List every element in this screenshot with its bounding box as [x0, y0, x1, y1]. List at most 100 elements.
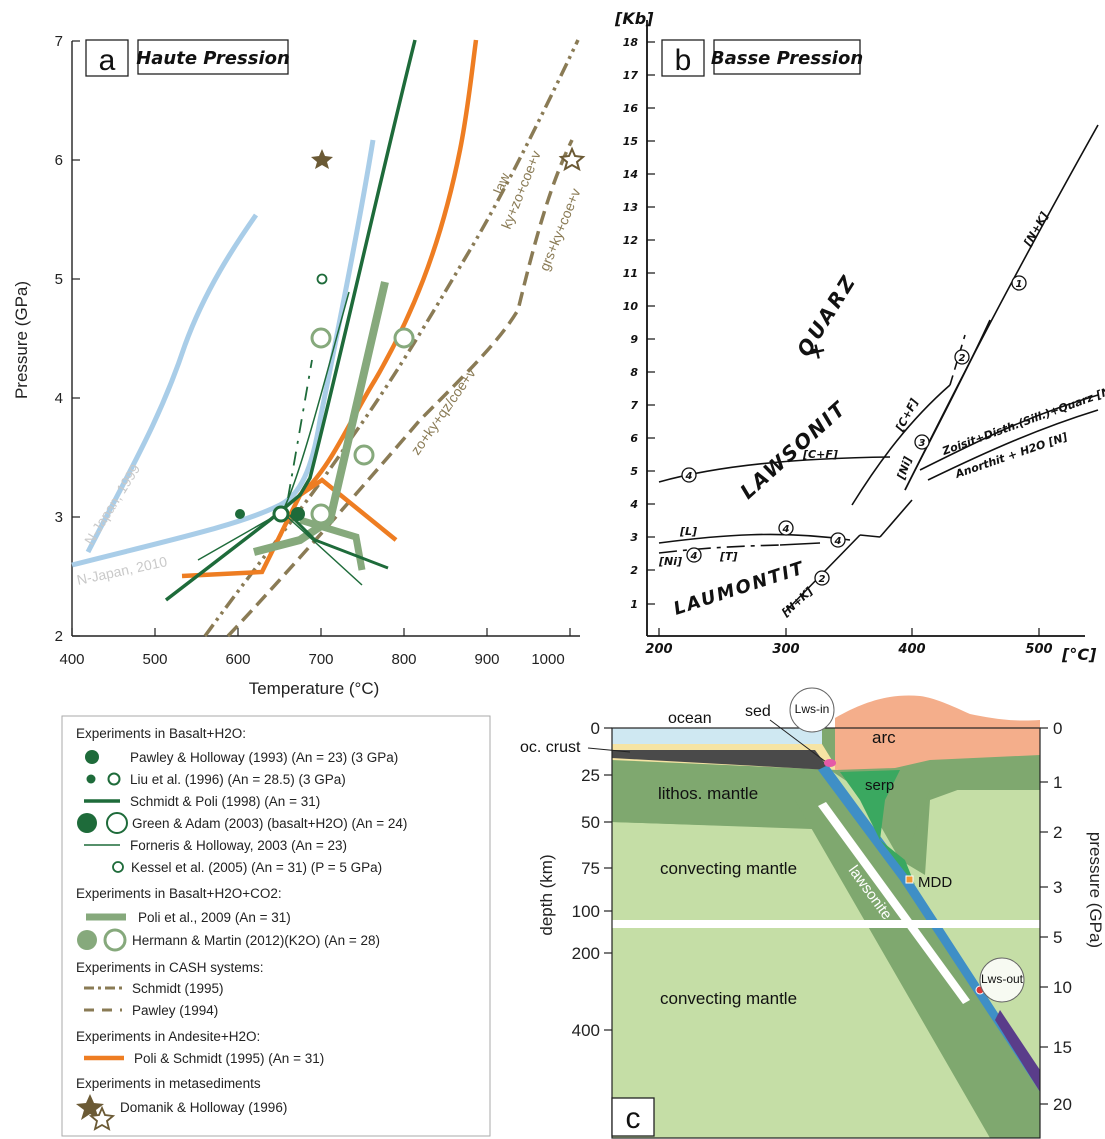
lws-in-marker — [824, 759, 836, 767]
pressure-tick: 10 — [1053, 978, 1072, 997]
legend-symbol — [112, 861, 124, 873]
b-ytick: 5 — [630, 465, 638, 478]
schmidt-poli-1998-curve — [164, 39, 417, 602]
b-x-unit: [°C] — [1061, 645, 1097, 664]
b-ytick: 3 — [630, 531, 638, 544]
liu-1996-open-point — [272, 505, 290, 523]
lawsonite-bar — [818, 802, 970, 1004]
legend-section-title: Experiments in CASH systems: — [76, 960, 264, 975]
c-label-ocean: ocean — [668, 710, 712, 727]
legend-section-title: Experiments in Andesite+H2O: — [76, 1029, 260, 1044]
poli-2009-curve — [252, 281, 389, 556]
legend: Experiments in Basalt+H2O: Pawley & Holl… — [61, 715, 491, 1137]
b-panel-letter: b — [675, 44, 692, 77]
b-ytick: 9 — [630, 333, 638, 346]
legend-item: Schmidt (1995) — [132, 981, 224, 996]
b-ytick: 18 — [623, 36, 639, 49]
a-y-axis-label: Pressure (GPa) — [12, 281, 31, 399]
forneris-holloway-2003-branch — [281, 511, 363, 586]
b-panel-title: Basse Pression — [711, 48, 863, 69]
a-panel-letter: a — [99, 44, 116, 77]
zo-ky-qz-coe-v-label: zo+ky+qz/coe+v — [407, 365, 478, 457]
b-xtick: 300 — [772, 642, 799, 657]
sed-leader-line — [769, 719, 831, 766]
legend-symbol — [77, 930, 97, 950]
serpentinite-channel — [880, 840, 915, 885]
panel-b: [Kb] [°C] 1 2 3 4 5 6 7 8 9 10 11 12 13 … — [614, 9, 1105, 664]
panel-a: 2 3 4 5 6 7 400 500 600 700 800 900 1000… — [12, 33, 586, 698]
b-letter-box — [661, 39, 705, 77]
lws-out-callout — [979, 957, 1025, 1003]
b-ytick: 10 — [623, 300, 639, 313]
b-circle-number: 4 — [834, 536, 842, 547]
reaction-line-ni-t — [658, 544, 781, 554]
legend-symbol — [88, 1105, 116, 1131]
b-circle-marker — [814, 570, 830, 586]
b-ytick: 13 — [623, 201, 639, 214]
reaction-line-ni-t-end — [779, 542, 821, 546]
a-xtick: 400 — [59, 651, 84, 668]
c-label-lws-in: Lws-in — [795, 702, 830, 716]
b-reaction-label: [N+K] — [779, 585, 816, 620]
a-xtick: 600 — [225, 651, 250, 668]
b-reaction-label: [N+K] — [1021, 210, 1051, 249]
legend-item: Hermann & Martin (2012)(K2O) (An = 28) — [132, 933, 380, 948]
hermann-martin-point — [310, 503, 332, 525]
reaction-line-nk-upper — [904, 124, 1099, 491]
b-title-box — [713, 39, 861, 75]
b-circle-marker — [686, 547, 702, 563]
depth-tick: 50 — [581, 813, 600, 832]
depth-tick: 400 — [572, 1021, 600, 1040]
reaction-line-l — [658, 533, 851, 544]
reaction-line-cf-steep — [851, 384, 951, 506]
a-ytick: 6 — [55, 152, 63, 169]
reaction-line-mid — [879, 499, 913, 538]
c-label-serp: serp — [865, 777, 894, 794]
legend-symbol — [106, 812, 128, 834]
depth-tick: 75 — [581, 859, 600, 878]
hermann-martin-point — [353, 444, 375, 466]
pressure-tick: 5 — [1053, 928, 1062, 947]
legend-item: Pawley & Holloway (1993) (An = 23) (3 GP… — [130, 750, 398, 765]
b-circle-number: 2 — [959, 353, 966, 364]
a-panel-title: Haute Pression — [136, 48, 290, 69]
c-letter-box — [611, 1097, 655, 1137]
mdd-marker — [905, 875, 914, 884]
legend-item: Pawley (1994) — [132, 1003, 218, 1018]
a-xtick: 900 — [474, 651, 499, 668]
oceanic-crust — [612, 750, 830, 770]
reaction-junction — [859, 534, 881, 538]
b-circle-marker — [954, 349, 970, 365]
pressure-tick: 3 — [1053, 878, 1062, 897]
poli-schmidt-1995-branch — [298, 477, 398, 542]
b-circle-marker — [681, 467, 697, 483]
depth-tick: 25 — [581, 766, 600, 785]
pawley-1994-curve — [226, 139, 574, 638]
depth-tick: 100 — [572, 902, 600, 921]
oc-crust-leader-line — [587, 747, 631, 753]
panel-c: 0 25 50 75 100 200 400 0 1 2 3 5 10 15 2… — [520, 687, 1105, 1139]
serpentinite — [840, 770, 900, 840]
c-label-mdd: MDD — [918, 874, 952, 891]
domanik-holloway-open-star — [558, 146, 586, 172]
b-ytick: 16 — [623, 102, 639, 115]
hermann-martin-point — [310, 327, 332, 349]
b-ytick: 7 — [630, 399, 638, 412]
reaction-line-zoisit — [919, 394, 1099, 471]
ocean-layer — [612, 728, 822, 744]
a-xtick: 1000 — [531, 651, 564, 668]
b-circle-number: 4 — [782, 524, 790, 535]
b-circle-number: 1 — [1016, 279, 1023, 290]
law-label: law — [490, 170, 513, 196]
panel-c-frame — [611, 727, 1041, 1139]
a-ytick: 7 — [55, 33, 63, 50]
reaction-line-cf-dash — [949, 334, 966, 386]
subducting-slab — [612, 757, 1040, 1138]
legend-item: Domanik & Holloway (1996) — [120, 1100, 287, 1115]
a-x-axis-label: Temperature (°C) — [249, 679, 380, 698]
b-reaction-label: [T] — [719, 550, 738, 563]
b-ytick: 1 — [630, 598, 638, 611]
mantle-wedge — [860, 760, 1040, 860]
domanik-holloway-filled-star — [311, 149, 333, 169]
